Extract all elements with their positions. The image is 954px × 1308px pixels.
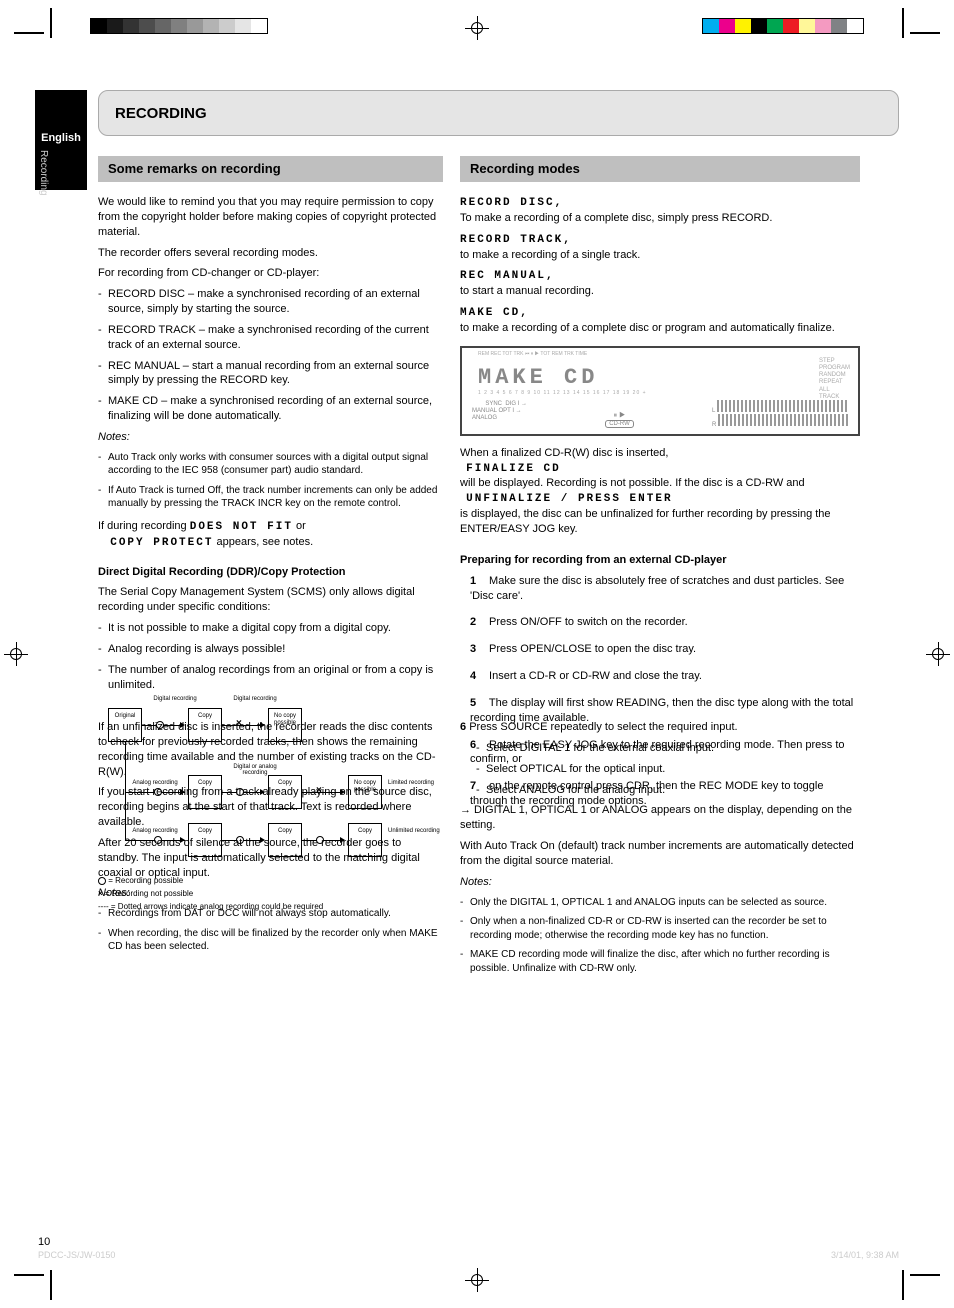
page-header: RECORDING <box>98 90 899 136</box>
bl-notes-title: Notes: <box>98 886 443 901</box>
gray-bar <box>90 18 268 34</box>
crop-tr-v <box>902 8 904 38</box>
cap-row1b: Digital recording <box>230 696 280 702</box>
list-item: It is not possible to make a digital cop… <box>98 621 443 636</box>
br-p2: With Auto Track On (default) track numbe… <box>460 839 860 869</box>
margin-caption: Recording <box>38 150 49 196</box>
step-item: 2 Press ON/OFF to switch on the recorder… <box>460 615 860 630</box>
list-item: RECORD DISC – make a synchronised record… <box>98 287 443 317</box>
list-item: MAKE CD recording mode will finalize the… <box>460 948 860 975</box>
br-list: Select DIGITAL 1 for the external coaxia… <box>460 741 860 798</box>
left-p1: The recorder offers several recording mo… <box>98 246 443 261</box>
finalize-cd: FINALIZE CD <box>466 463 561 475</box>
col-bottom-left: If an unfinalized disc is inserted, the … <box>98 720 443 960</box>
make-cd: MAKE CD, <box>460 307 529 319</box>
rec-disc: RECORD DISC, <box>460 197 563 209</box>
left-notes2-post: appears, see notes. <box>217 536 314 548</box>
list-item: Only the DIGITAL 1, OPTICAL 1 and ANALOG… <box>460 896 860 910</box>
step-item: 4 Insert a CD-R or CD-RW and close the t… <box>460 669 860 684</box>
list-item: If Auto Track is turned Off, the track n… <box>98 484 443 511</box>
lcd-bottom: SYNC DIG I → MANUAL OPT I → ANALOG ⏸ ▶ C… <box>472 395 848 428</box>
br-notes-title: Notes: <box>460 875 860 890</box>
doc-info: PDCC-JS/JW-0150 <box>38 1250 115 1260</box>
reg-bottom <box>467 1270 487 1290</box>
list-item: REC MANUAL – start a manual recording fr… <box>98 359 443 389</box>
bl-p2: If you start recording from a track alre… <box>98 785 443 830</box>
lcd-main-text: MAKE CD <box>462 357 858 390</box>
scms-p1: The Serial Copy Management System (SCMS)… <box>98 585 443 615</box>
list-item: Analog recording is always possible! <box>98 642 443 657</box>
crop-tl-h <box>14 32 44 34</box>
bl-p3: After 20 seconds of silence at the sourc… <box>98 836 443 881</box>
unfinalize-post: is displayed, the disc can be unfinalize… <box>460 508 831 535</box>
unfinalize: UNFINALIZE / PRESS ENTER <box>466 493 672 505</box>
crop-br-v <box>902 1270 904 1300</box>
left-notes-title: Notes: <box>98 430 443 445</box>
rec-track-sub: to make a recording of a single track. <box>460 249 640 261</box>
rec-track: RECORD TRACK, <box>460 234 572 246</box>
scms-title: Direct Digital Recording (DDR)/Copy Prot… <box>98 565 443 580</box>
list-item: Select OPTICAL for the optical input. <box>476 762 860 777</box>
br-notes: Only the DIGITAL 1, OPTICAL 1 and ANALOG… <box>460 896 860 976</box>
section-left-title: Some remarks on recording <box>98 156 443 182</box>
finalize-post: will be displayed. Recording is not poss… <box>460 477 805 489</box>
scms-list: It is not possible to make a digital cop… <box>98 621 443 692</box>
list-item: When recording, the disc will be finaliz… <box>98 927 443 954</box>
crop-bl-h <box>14 1274 44 1276</box>
bl-notes: Recordings from DAT or DCC will not alwa… <box>98 907 443 954</box>
bl-p1: If an unfinalized disc is inserted, the … <box>98 720 443 779</box>
step-item: 3 Press OPEN/CLOSE to open the disc tray… <box>460 642 860 657</box>
list-item: Recordings from DAT or DCC will not alwa… <box>98 907 443 921</box>
section-right-title: Recording modes <box>460 156 860 182</box>
doc-datetime: 3/14/01, 9:38 AM <box>831 1250 899 1260</box>
intro: We would like to remind you that you may… <box>98 195 443 240</box>
list-item: The number of analog recordings from an … <box>98 663 443 693</box>
left-modes: RECORD DISC – make a synchronised record… <box>98 287 443 424</box>
color-bar <box>702 18 864 34</box>
make-cd-sub: to make a recording of a complete disc o… <box>460 322 835 334</box>
finalize-pre: When a finalized CD-R(W) disc is inserte… <box>460 447 668 459</box>
left-notes2-pre1: If during recording <box>98 520 190 532</box>
lcd-track-hdr: REM REC TOT TRK ⏮ ⏸ ▶ TOT REM TRK TIME <box>462 348 858 357</box>
crop-tr-h <box>910 32 940 34</box>
list-item: Only when a non-finalized CD-R or CD-RW … <box>460 915 860 942</box>
left-p2: For recording from CD-changer or CD-play… <box>98 266 443 281</box>
crop-tl-v <box>50 8 52 38</box>
rec-disc-sub: To make a recording of a complete disc, … <box>460 212 772 224</box>
left-notes2-pre2: or <box>296 520 306 532</box>
reg-right <box>928 644 948 664</box>
step-item: 1 Make sure the disc is absolutely free … <box>460 574 860 604</box>
br-p1: → DIGITAL 1, OPTICAL 1 or ANALOG appears… <box>460 803 860 833</box>
reg-left <box>6 644 26 664</box>
copy-protect: COPY PROTECT <box>110 537 213 549</box>
crop-bl-v <box>50 1270 52 1300</box>
lcd-display: REM REC TOT TRK ⏮ ⏸ ▶ TOT REM TRK TIME M… <box>460 346 860 436</box>
page-number: 10 <box>38 1236 50 1248</box>
rec-manual: REC MANUAL, <box>460 270 555 282</box>
col-bottom-right: 6 Press SOURCE repeatedly to select the … <box>460 720 860 981</box>
crop-br-h <box>910 1274 940 1276</box>
reg-top <box>467 18 487 38</box>
left-notes: Auto Track only works with consumer sour… <box>98 451 443 511</box>
cap-row1: Digital recording <box>150 696 200 702</box>
list-item: RECORD TRACK – make a synchronised recor… <box>98 323 443 353</box>
rec-manual-sub: to start a manual recording. <box>460 285 594 297</box>
list-item: Auto Track only works with consumer sour… <box>98 451 443 478</box>
list-item: Select ANALOG for the analog input. <box>476 783 860 798</box>
steps-title: Preparing for recording from an external… <box>460 553 860 568</box>
does-not-fit: DOES NOT FIT <box>190 521 293 533</box>
cdrw-icon: CD-RW <box>605 420 634 428</box>
list-item: MAKE CD – make a synchronised recording … <box>98 394 443 424</box>
list-item: Select DIGITAL 1 for the external coaxia… <box>476 741 860 756</box>
